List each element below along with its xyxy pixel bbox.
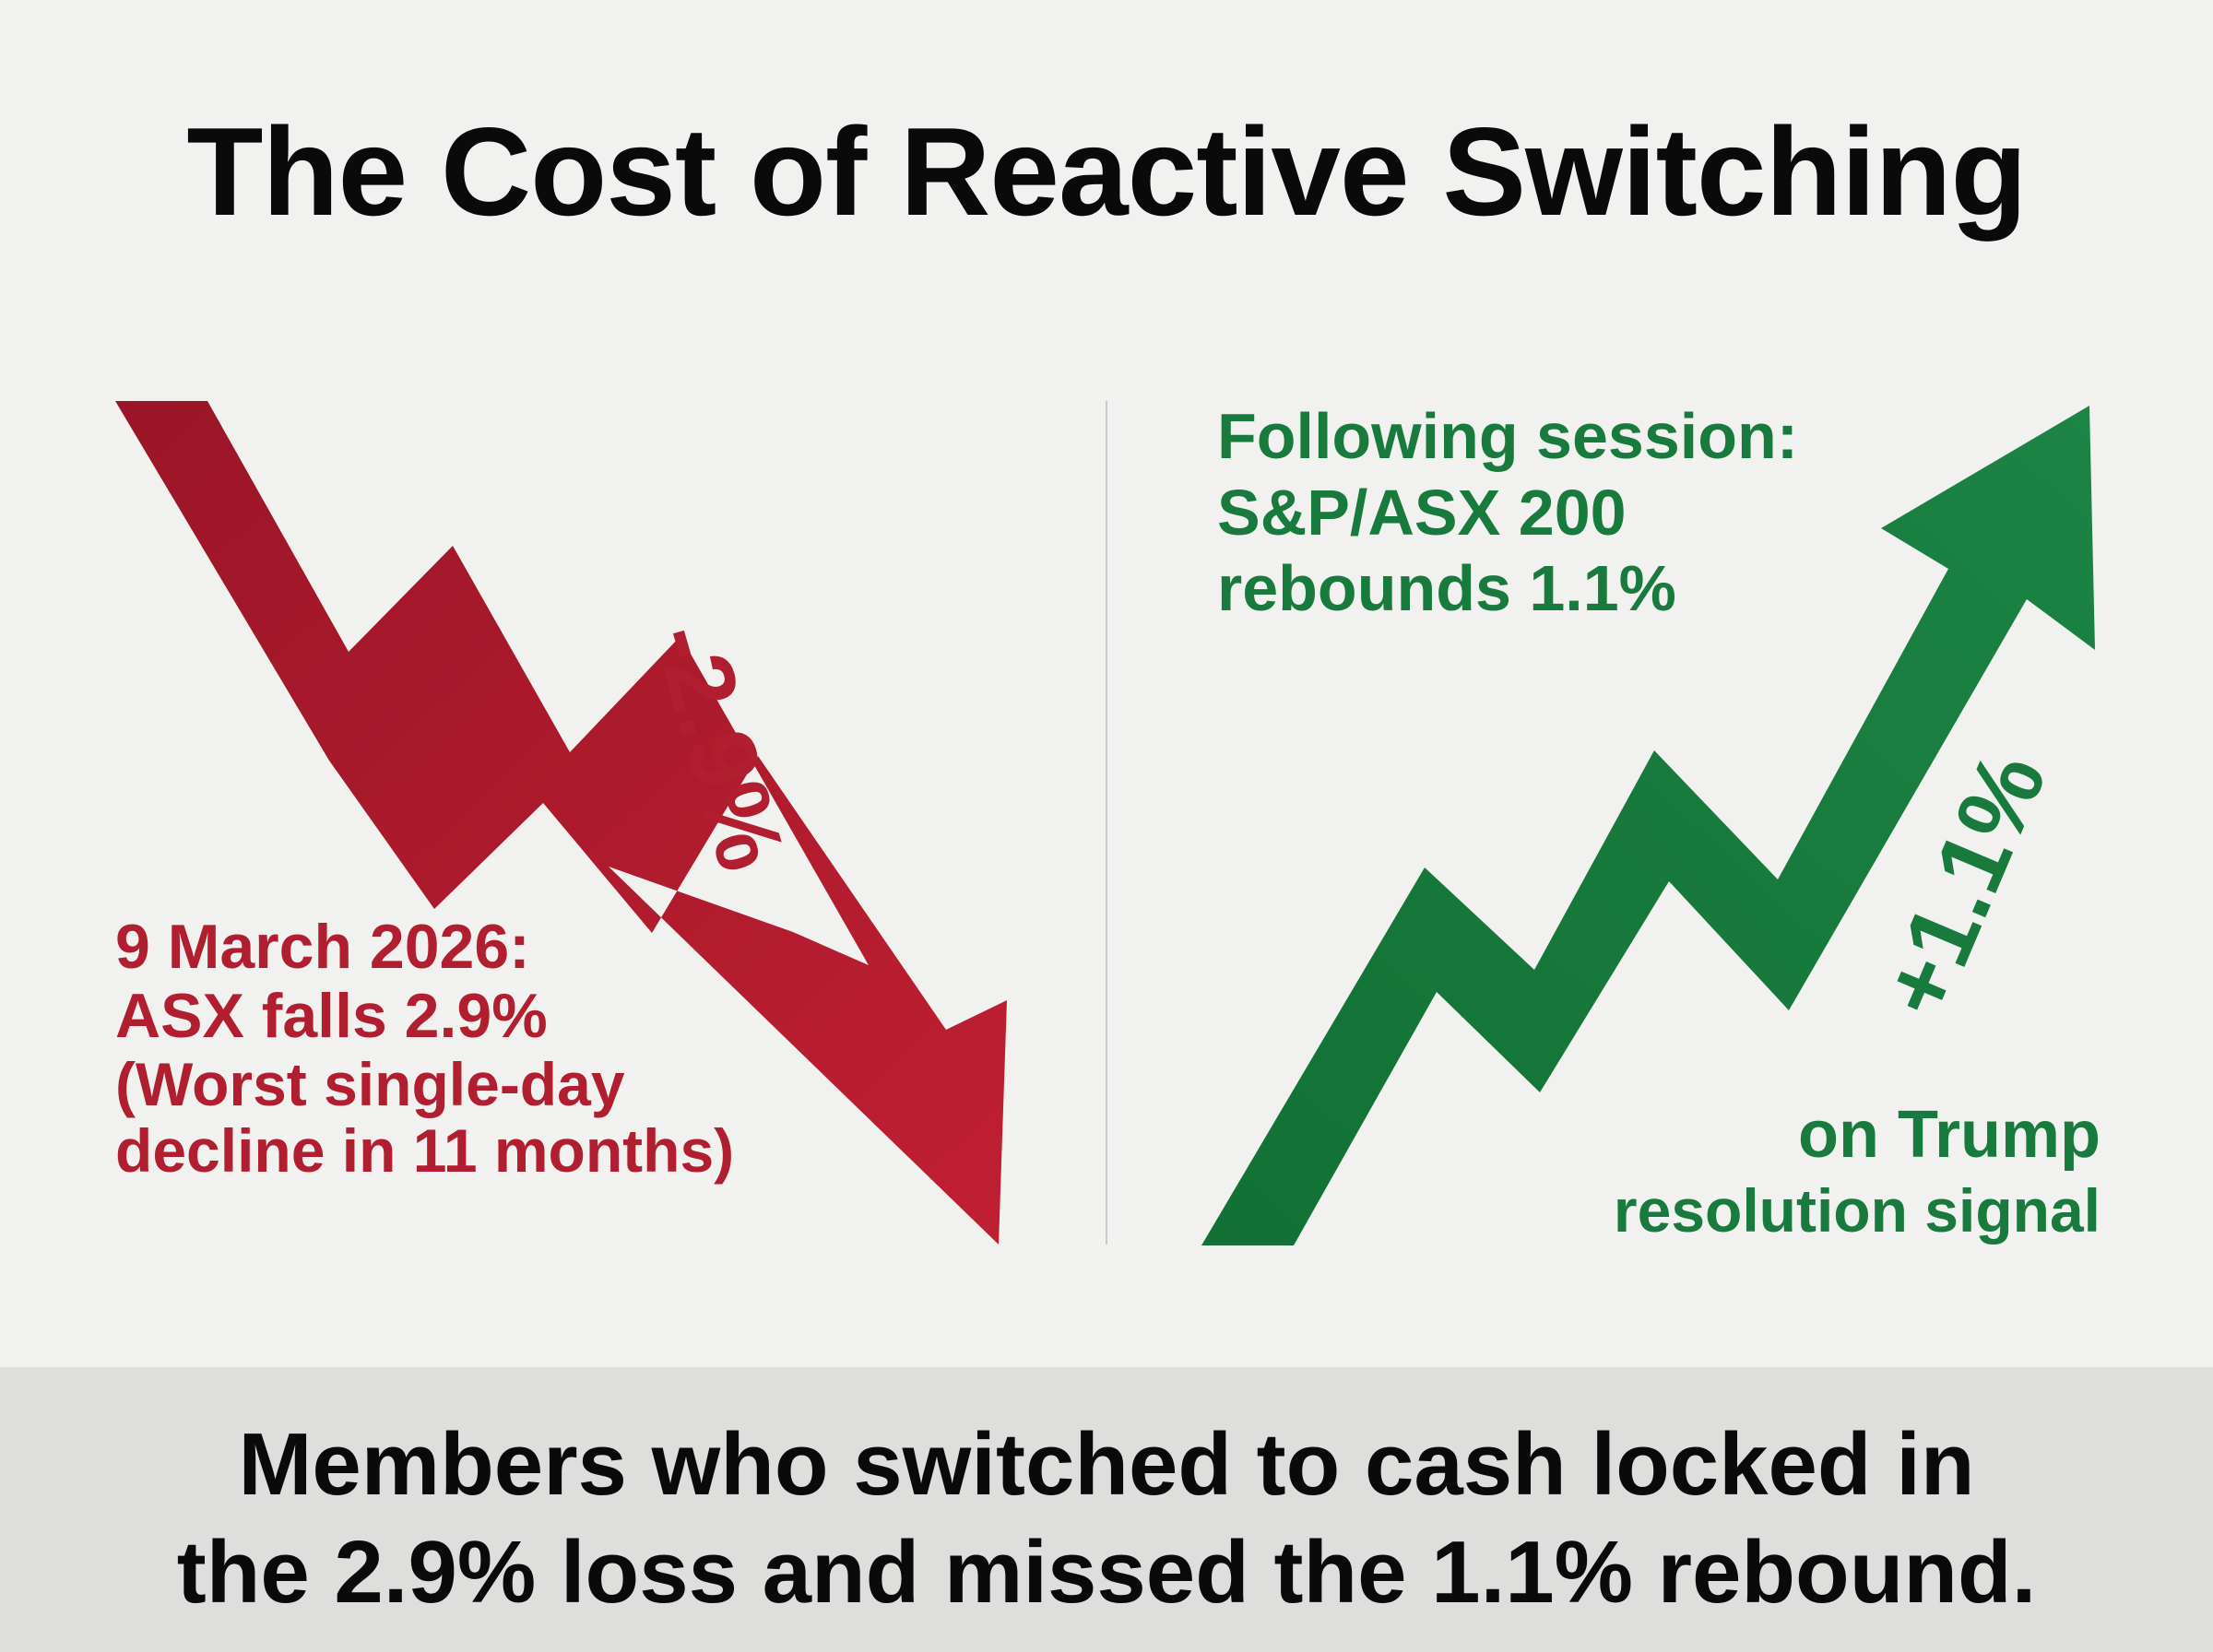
page-title: The Cost of Reactive Switching (186, 101, 2027, 242)
rebound-reason-caption: on Trump resolution signal (1613, 1098, 2101, 1245)
rebound-caption: Following session: S&P/ASX 200 rebounds … (1217, 398, 1798, 627)
footer-message: Members who switched to cash locked in t… (0, 1410, 2213, 1626)
rebound-amount-line: rebounds 1.1% (1217, 552, 1676, 625)
rebound-reason-line-1: on Trump (1798, 1098, 2101, 1172)
rebound-session-line: Following session: (1217, 400, 1799, 472)
down-arrow-icon (115, 401, 1007, 1245)
footer-line-2: the 2.9% loss and missed the 1.1% reboun… (176, 1523, 2037, 1622)
rebound-reason-line-2: resolution signal (1613, 1176, 2101, 1245)
footer-line-1: Members who switched to cash locked in (238, 1415, 1975, 1514)
fall-date-line: 9 March 2026: (115, 912, 530, 982)
fall-caption: 9 March 2026: ASX falls 2.9% (Worst sing… (115, 913, 734, 1185)
up-arrow-icon (1201, 406, 2095, 1245)
fall-note-line-2: decline in 11 months) (115, 1116, 735, 1186)
footer-band (0, 1367, 2213, 1652)
center-divider (1106, 401, 1107, 1245)
rebound-index-line: S&P/ASX 200 (1217, 476, 1627, 549)
fall-note-line-1: (Worst single-day (115, 1049, 625, 1118)
fall-amount-line: ASX falls 2.9% (115, 980, 548, 1051)
